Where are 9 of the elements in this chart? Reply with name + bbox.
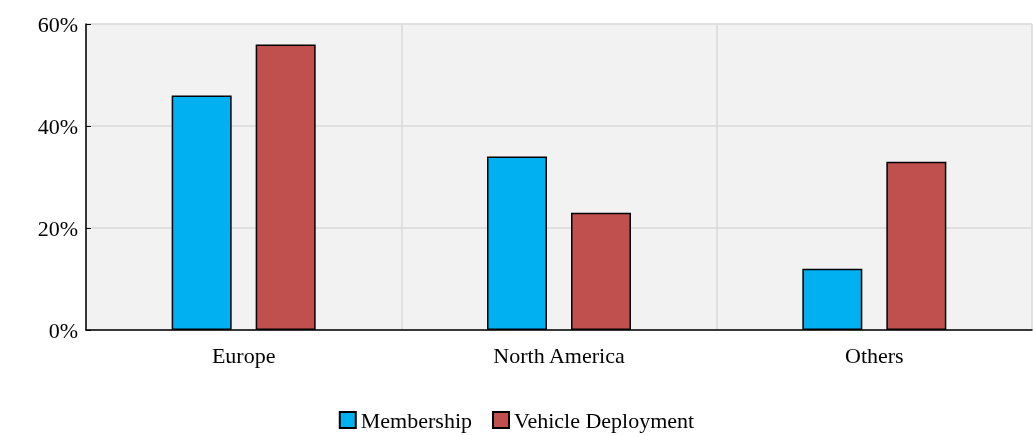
x-tick-label: Europe (211, 342, 276, 368)
y-tick-label: 20% (37, 215, 78, 241)
y-tick-label: 40% (37, 113, 78, 139)
x-tick-label: North America (493, 342, 625, 368)
y-tick-label: 0% (48, 317, 78, 343)
x-tick-label: Others (845, 342, 904, 368)
y-tick-label: 60% (37, 11, 78, 37)
legend-label: Membership (360, 407, 472, 433)
legend-label: Vehicle Deployment (513, 407, 695, 433)
